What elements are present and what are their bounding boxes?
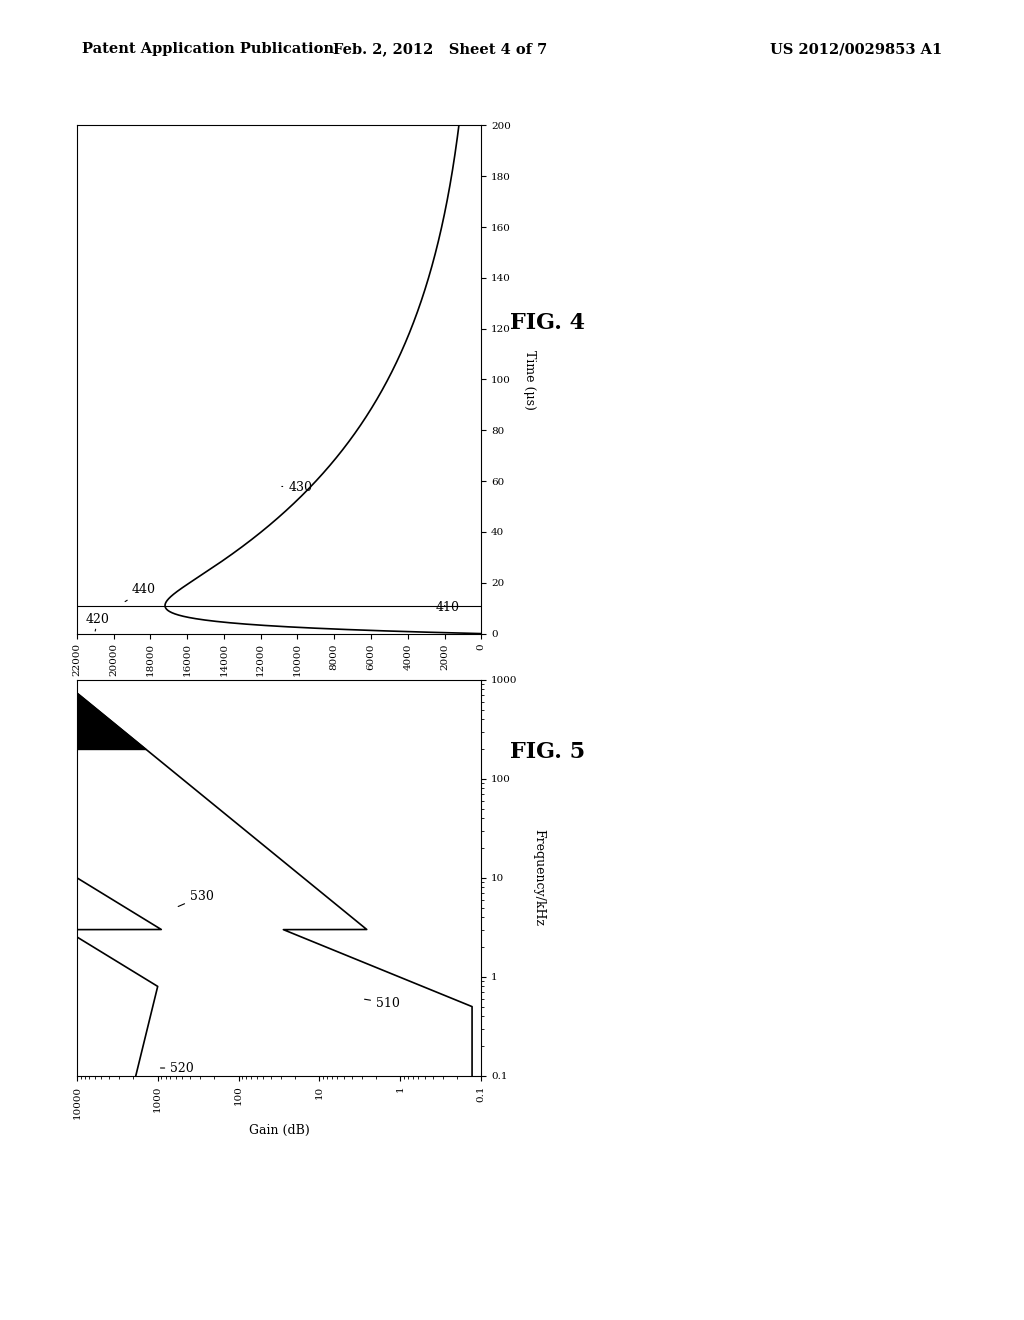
Text: 530: 530	[178, 890, 214, 907]
Text: 430: 430	[282, 482, 312, 494]
Text: 410: 410	[435, 601, 460, 614]
Text: Feb. 2, 2012   Sheet 4 of 7: Feb. 2, 2012 Sheet 4 of 7	[333, 42, 548, 57]
Text: 510: 510	[365, 997, 400, 1010]
Y-axis label: Time (μs): Time (μs)	[523, 350, 536, 409]
Text: 440: 440	[125, 583, 156, 602]
Text: FIG. 4: FIG. 4	[510, 313, 586, 334]
X-axis label: Gain (dB): Gain (dB)	[249, 1125, 309, 1138]
Text: 420: 420	[86, 614, 110, 631]
Text: 520: 520	[161, 1061, 194, 1074]
Text: Patent Application Publication: Patent Application Publication	[82, 42, 334, 57]
Text: US 2012/0029853 A1: US 2012/0029853 A1	[770, 42, 942, 57]
X-axis label: Current (A): Current (A)	[243, 682, 315, 696]
Y-axis label: Frequency/kHz: Frequency/kHz	[532, 829, 546, 927]
Text: FIG. 5: FIG. 5	[510, 742, 586, 763]
